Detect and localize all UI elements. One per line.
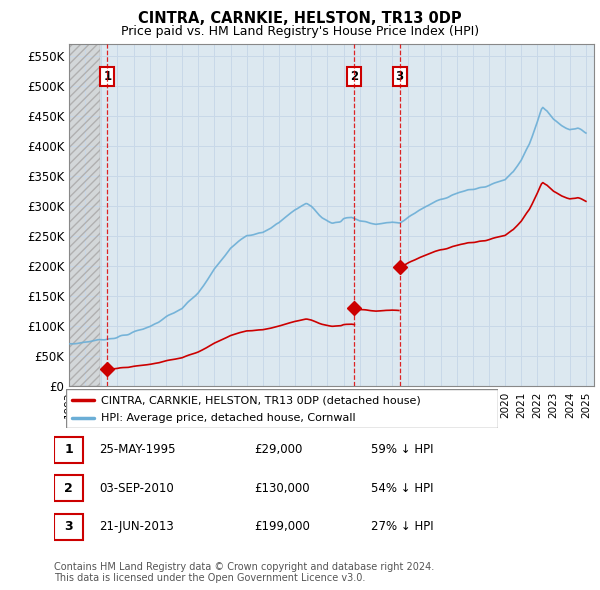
Text: 03-SEP-2010: 03-SEP-2010	[99, 481, 173, 495]
Bar	[54, 437, 83, 463]
Text: 54% ↓ HPI: 54% ↓ HPI	[371, 481, 433, 495]
Text: 2: 2	[350, 70, 359, 83]
Text: 1: 1	[64, 443, 73, 457]
Text: 59% ↓ HPI: 59% ↓ HPI	[371, 443, 433, 457]
Bar	[54, 476, 83, 501]
Text: HPI: Average price, detached house, Cornwall: HPI: Average price, detached house, Corn…	[101, 413, 355, 423]
Text: £199,000: £199,000	[254, 520, 311, 533]
Text: Price paid vs. HM Land Registry's House Price Index (HPI): Price paid vs. HM Land Registry's House …	[121, 25, 479, 38]
Text: 27% ↓ HPI: 27% ↓ HPI	[371, 520, 433, 533]
Text: 3: 3	[64, 520, 73, 533]
Text: CINTRA, CARNKIE, HELSTON, TR13 0DP (detached house): CINTRA, CARNKIE, HELSTON, TR13 0DP (deta…	[101, 395, 421, 405]
Text: 1: 1	[103, 70, 112, 83]
Text: 3: 3	[395, 70, 404, 83]
Text: 21-JUN-2013: 21-JUN-2013	[99, 520, 173, 533]
Text: CINTRA, CARNKIE, HELSTON, TR13 0DP: CINTRA, CARNKIE, HELSTON, TR13 0DP	[138, 11, 462, 25]
Text: 25-MAY-1995: 25-MAY-1995	[99, 443, 175, 457]
Text: 2: 2	[64, 481, 73, 495]
Bar	[54, 513, 83, 539]
Bar	[69, 44, 100, 386]
Text: £130,000: £130,000	[254, 481, 310, 495]
Bar	[69, 44, 100, 386]
Text: This data is licensed under the Open Government Licence v3.0.: This data is licensed under the Open Gov…	[54, 573, 365, 584]
Text: Contains HM Land Registry data © Crown copyright and database right 2024.: Contains HM Land Registry data © Crown c…	[54, 562, 434, 572]
Text: £29,000: £29,000	[254, 443, 303, 457]
